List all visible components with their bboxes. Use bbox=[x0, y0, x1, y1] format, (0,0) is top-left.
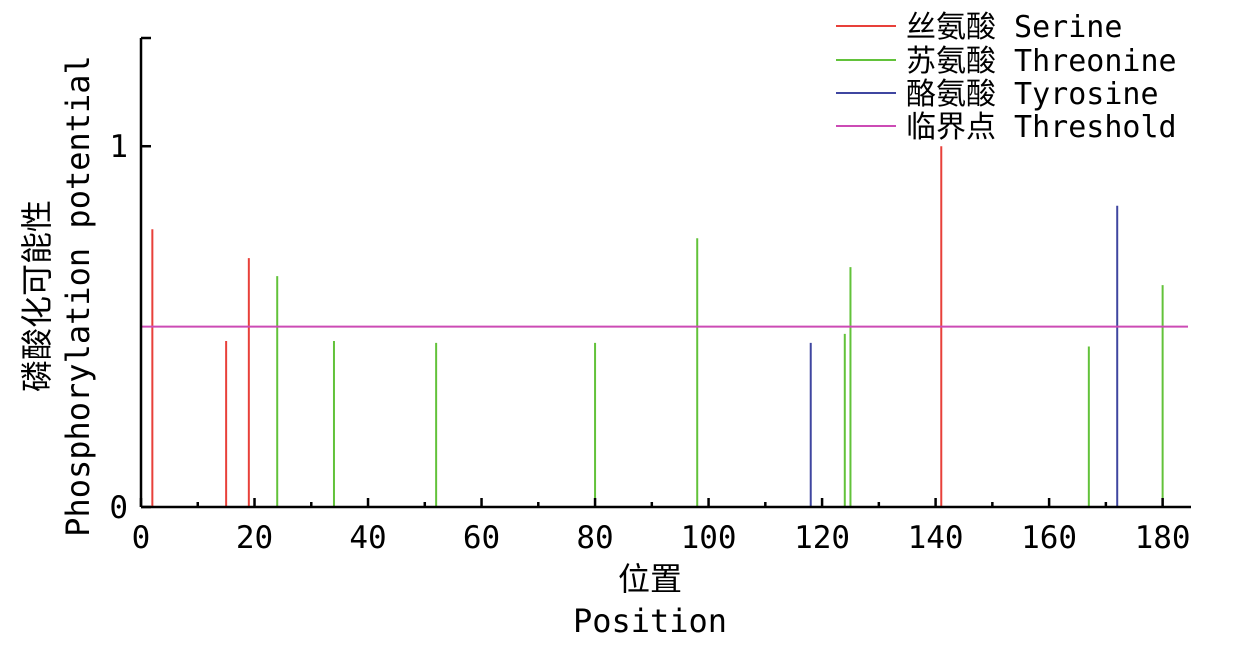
x-tick-label-0: 0 bbox=[132, 520, 151, 556]
x-axis-title-zh: 位置 bbox=[618, 560, 682, 598]
plot-area bbox=[141, 146, 1188, 507]
x-axis-title-en: Position bbox=[573, 602, 727, 640]
x-tick-label-100: 100 bbox=[681, 520, 737, 556]
ticks: 0 20 40 60 80 100 120 140 160 180 0 1 bbox=[109, 36, 1191, 556]
y-axis-title-en: Phosphorylation potential bbox=[59, 55, 97, 537]
y-axis-title-zh: 磷酸化可能性 bbox=[18, 200, 56, 392]
legend: 丝氨酸 Serine 苏氨酸 Threonine 酪氨酸 Tyrosine 临界… bbox=[836, 10, 1177, 145]
x-tick-label-20: 20 bbox=[236, 520, 273, 556]
x-tick-label-120: 120 bbox=[794, 520, 850, 556]
legend-label-threshold: 临界点 Threshold bbox=[906, 110, 1177, 145]
x-tick-label-180: 180 bbox=[1135, 520, 1191, 556]
y-tick-label-0: 0 bbox=[109, 490, 128, 526]
x-tick-label-80: 80 bbox=[576, 520, 613, 556]
legend-label-serine: 丝氨酸 Serine bbox=[906, 10, 1122, 45]
axes bbox=[139, 38, 1191, 509]
legend-label-threonine: 苏氨酸 Threonine bbox=[906, 44, 1177, 79]
x-tick-label-40: 40 bbox=[349, 520, 386, 556]
x-tick-label-60: 60 bbox=[463, 520, 500, 556]
x-tick-label-160: 160 bbox=[1021, 520, 1077, 556]
y-tick-label-1: 1 bbox=[109, 129, 128, 165]
legend-label-tyrosine: 酪氨酸 Tyrosine bbox=[906, 77, 1159, 112]
x-tick-label-140: 140 bbox=[908, 520, 964, 556]
